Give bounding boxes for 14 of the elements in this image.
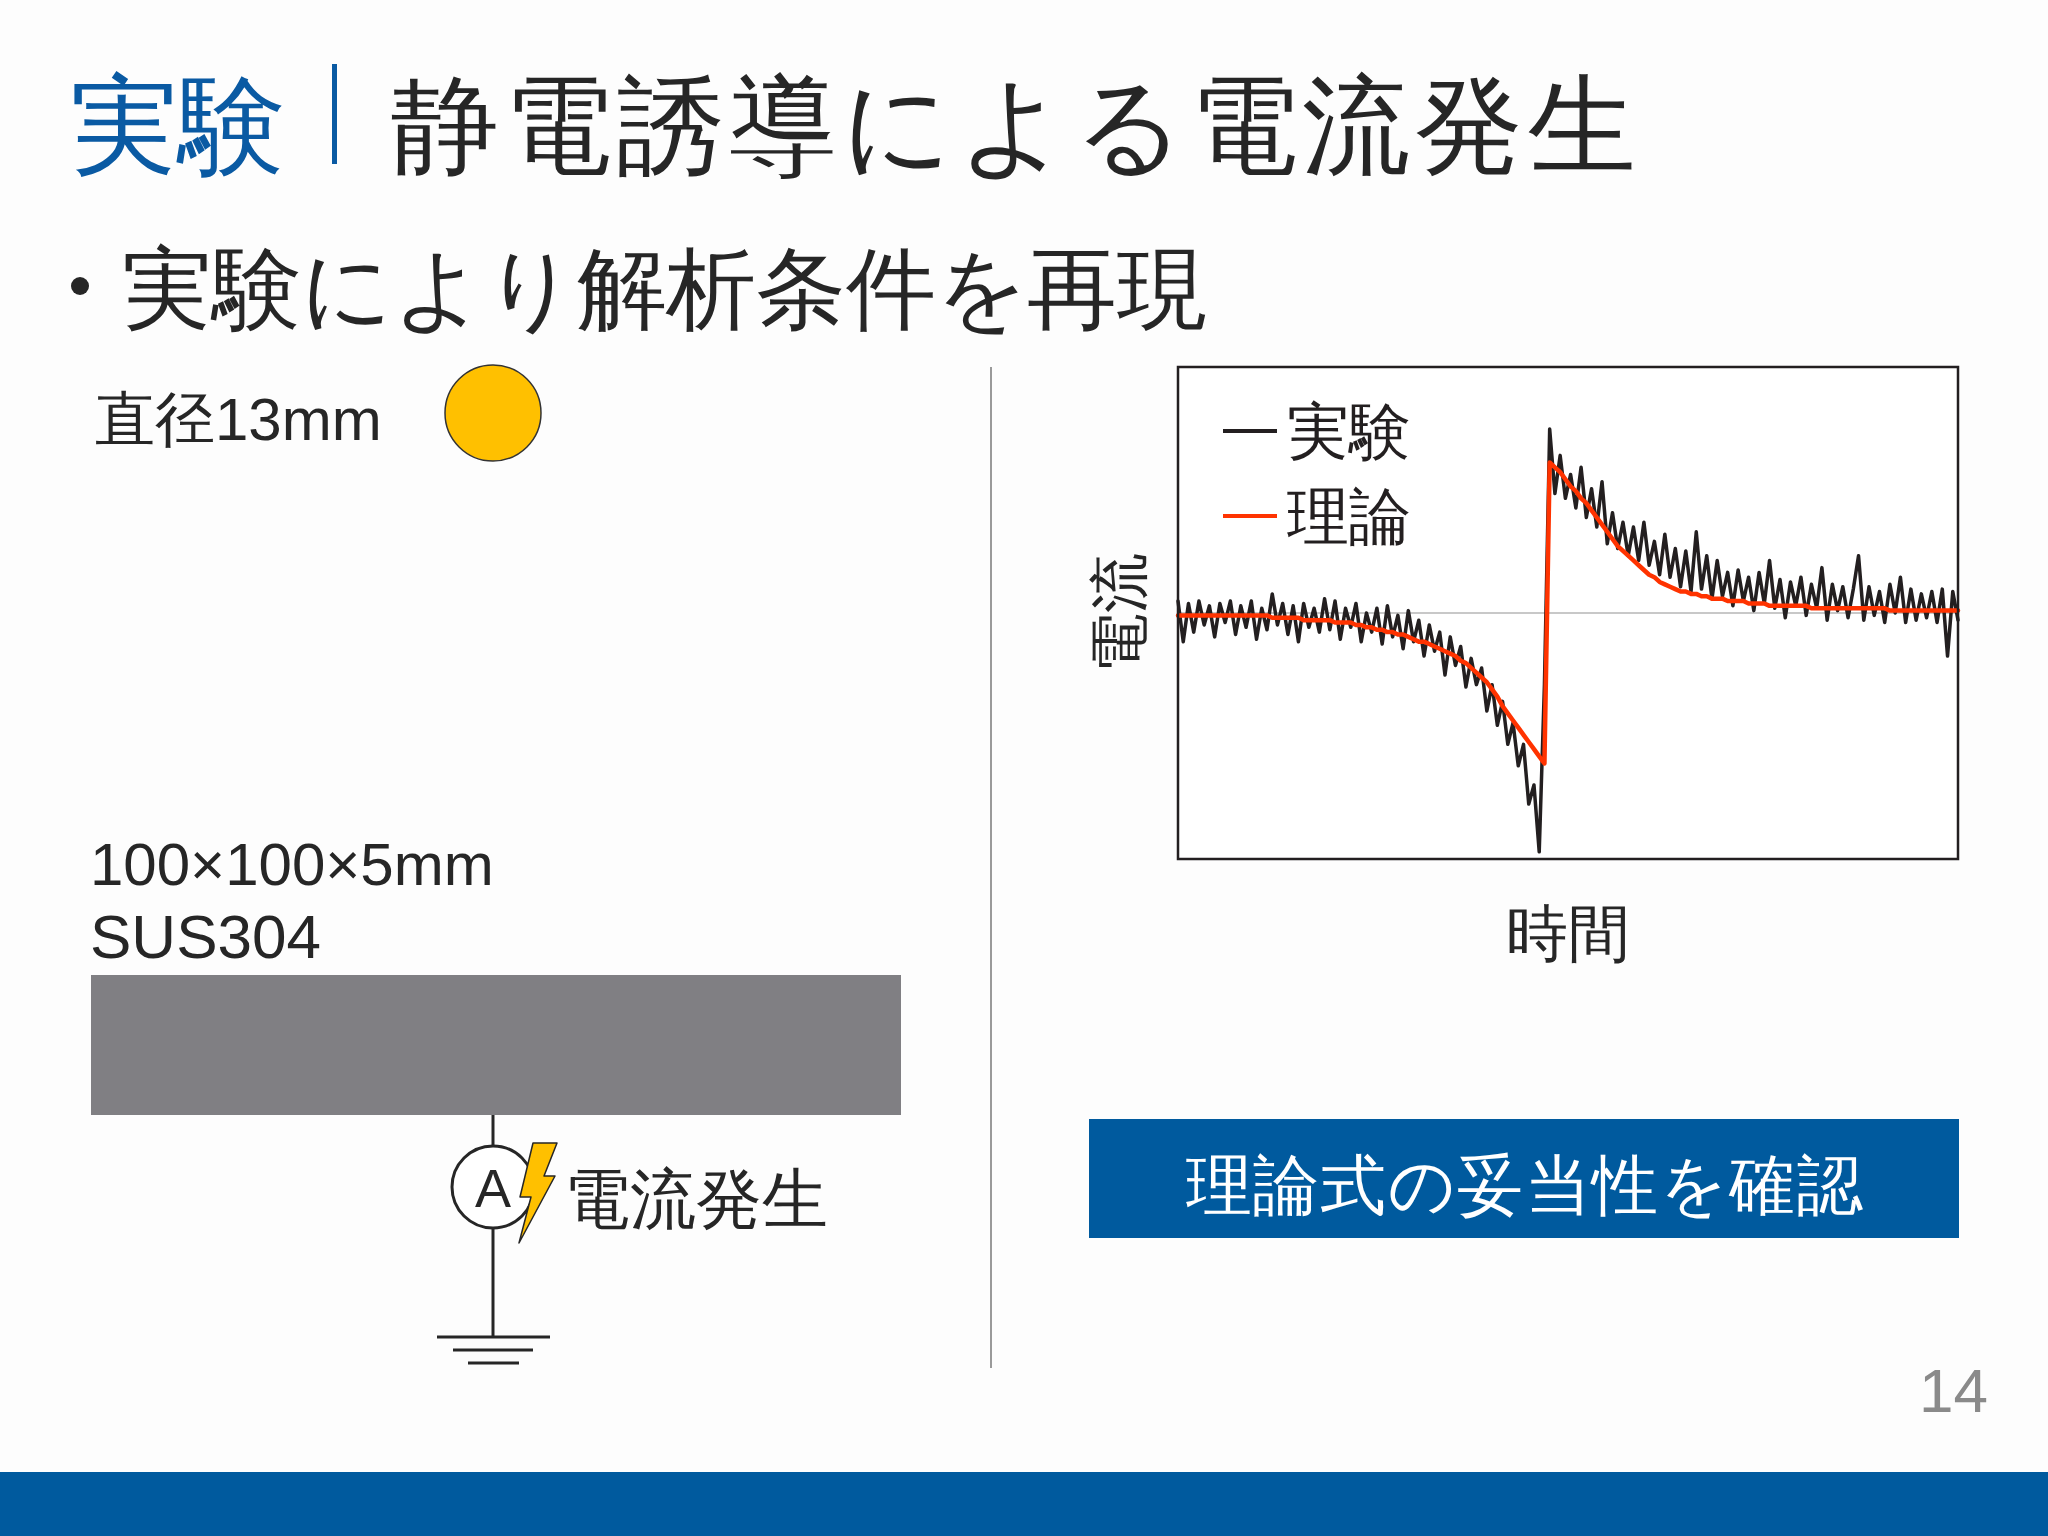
text: 電流発生 [564, 1162, 828, 1236]
text: 理論式の妥当性を確認 [1185, 1148, 1863, 1222]
text: 実験 [70, 65, 286, 186]
text: 100×100×5mm [90, 831, 494, 898]
y-axis-title: 電流 [1086, 553, 1153, 673]
legend-label: 実験 [1287, 396, 1411, 466]
text: 直径13mm [95, 386, 382, 453]
x-axis-title: 時間 [1506, 899, 1630, 968]
legend-label: 理論 [1287, 481, 1411, 551]
chart-subtitle: 静電誘導による電流発生 [391, 65, 1636, 186]
text: 実験により解析条件を再現 [122, 239, 1207, 339]
text: 14 [1919, 1356, 1988, 1425]
text: A [474, 1158, 512, 1218]
text: SUS304 [90, 902, 321, 971]
